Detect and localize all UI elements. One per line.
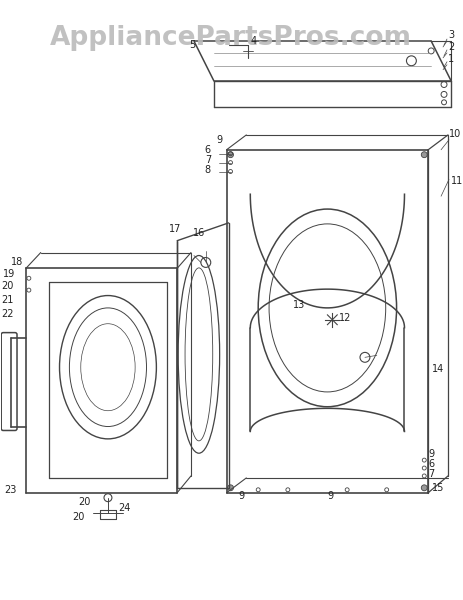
Text: 23: 23 <box>4 485 17 495</box>
Text: 6: 6 <box>204 145 211 155</box>
Text: 5: 5 <box>188 40 195 50</box>
Text: AppliancePartsPros.com: AppliancePartsPros.com <box>50 25 411 51</box>
Text: 7: 7 <box>427 469 433 479</box>
Text: 14: 14 <box>431 364 444 374</box>
Text: 8: 8 <box>204 164 211 175</box>
Text: 2: 2 <box>447 42 453 52</box>
Text: 19: 19 <box>3 269 15 280</box>
Text: 22: 22 <box>1 309 14 319</box>
Text: 21: 21 <box>1 295 13 305</box>
Text: 17: 17 <box>169 224 181 234</box>
Text: 4: 4 <box>250 36 256 46</box>
Text: 9: 9 <box>216 135 222 145</box>
Text: 20: 20 <box>78 497 90 506</box>
Circle shape <box>420 152 426 158</box>
Text: 15: 15 <box>431 483 444 493</box>
Text: 9: 9 <box>327 491 333 501</box>
Text: 16: 16 <box>193 228 205 238</box>
Text: 24: 24 <box>118 503 130 512</box>
Circle shape <box>227 485 233 491</box>
Text: 11: 11 <box>450 176 462 187</box>
Text: 20: 20 <box>72 512 85 523</box>
Text: 18: 18 <box>11 257 23 268</box>
Text: 9: 9 <box>427 449 433 459</box>
Text: 12: 12 <box>338 313 351 323</box>
Text: 9: 9 <box>238 491 244 501</box>
Text: 10: 10 <box>448 129 460 139</box>
Text: 20: 20 <box>1 281 13 291</box>
Circle shape <box>227 152 233 158</box>
Text: 3: 3 <box>447 30 453 40</box>
Text: 6: 6 <box>427 459 433 469</box>
Text: 1: 1 <box>447 54 453 64</box>
Text: 13: 13 <box>292 300 304 310</box>
Circle shape <box>420 485 426 491</box>
Text: 7: 7 <box>204 155 211 164</box>
